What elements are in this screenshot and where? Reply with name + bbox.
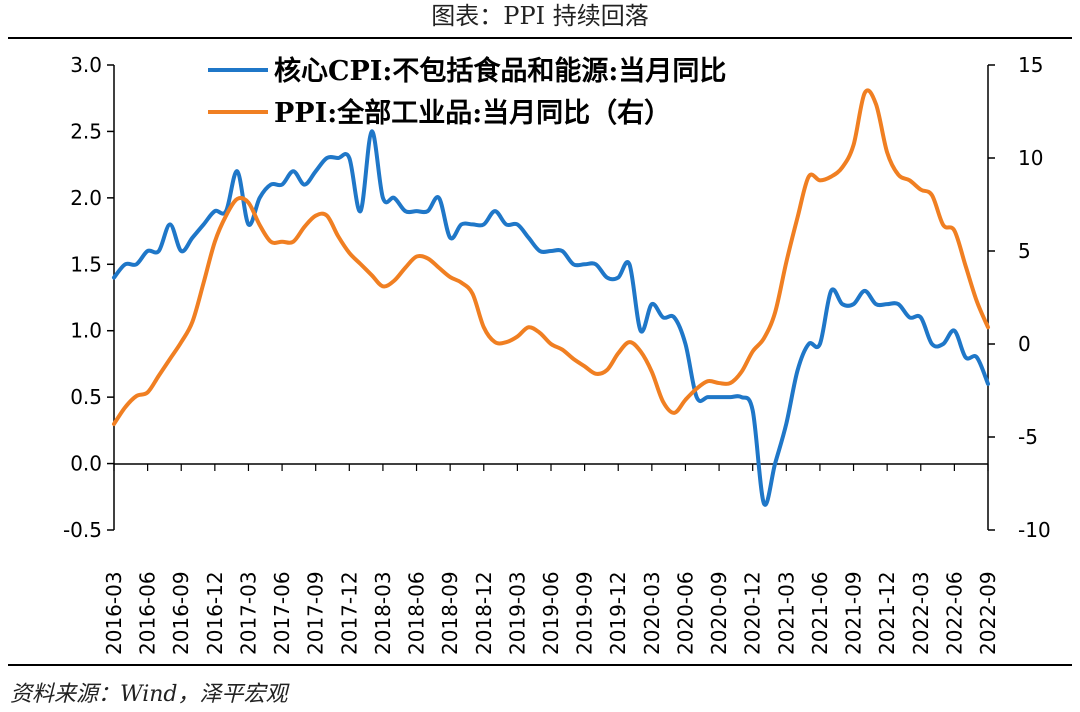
x-axis-tick-label: 2022-03 (909, 571, 933, 655)
x-axis-tick-label: 2018-06 (405, 571, 429, 655)
x-axis-tick-label: 2017-12 (337, 571, 361, 655)
x-axis-tick-label: 2017-03 (236, 571, 260, 655)
x-axis-tick-label: 2021-03 (774, 571, 798, 655)
right-axis-tick-label: -5 (1018, 425, 1038, 449)
source-note: 资料来源：Wind，泽平宏观 (10, 682, 288, 707)
series-line-core-cpi (112, 129, 990, 507)
left-axis-tick-label: -0.5 (63, 518, 102, 542)
bottom-rule (8, 664, 1072, 666)
top-rule (8, 37, 1072, 39)
x-axis-tick-label: 2022-06 (942, 571, 966, 655)
x-axis-tick-label: 2018-09 (438, 571, 462, 655)
right-axis-tick-label: 5 (1018, 239, 1031, 263)
x-axis-tick-label: 2020-03 (640, 571, 664, 655)
x-axis-tick-label: 2016-03 (102, 571, 126, 655)
x-axis-tick-label: 2022-09 (976, 571, 1000, 655)
x-axis-tick-label: 2019-09 (573, 571, 597, 655)
x-axis-tick-label: 2016-12 (203, 571, 227, 655)
series-line-ppi (112, 88, 990, 426)
left-axis-tick-label: 3.0 (70, 53, 102, 77)
legend-label: PPI:全部工业品:当月同比（右） (274, 97, 671, 129)
right-axis-tick-label: 15 (1018, 53, 1043, 77)
left-axis-tick-label: 1.0 (70, 319, 102, 343)
right-axis-tick-label: 0 (1018, 332, 1031, 356)
right-axis-tick-label: -10 (1018, 518, 1051, 542)
x-axis-tick-label: 2021-09 (842, 571, 866, 655)
left-axis-tick-label: 2.5 (70, 119, 102, 143)
chart-title: 图表：PPI 持续回落 (431, 2, 649, 30)
x-axis-tick-label: 2019-03 (505, 571, 529, 655)
left-axis-tick-label: 1.5 (70, 252, 102, 276)
x-axis-tick-label: 2020-06 (673, 571, 697, 655)
left-axis-tick-label: 2.0 (70, 186, 102, 210)
right-axis-tick-label: 10 (1018, 146, 1043, 170)
left-axis-tick-label: 0.0 (70, 452, 102, 476)
x-axis-tick-label: 2016-06 (136, 571, 160, 655)
left-axis-tick-label: 0.5 (70, 385, 102, 409)
x-axis-tick-label: 2020-12 (741, 571, 765, 655)
x-axis-tick-label: 2020-09 (707, 571, 731, 655)
axes: 3.0 2.5 2.0 1.5 1.0 0.5 0.0 -0.5 15 10 5 0 -5 -10 2016… (63, 53, 1051, 655)
x-axis-tick-label: 2019-06 (539, 571, 563, 655)
x-axis-tick-label: 2017-06 (270, 571, 294, 655)
x-axis-tick-label: 2019-12 (606, 571, 630, 655)
x-axis-tick-label: 2017-09 (304, 571, 328, 655)
x-axis-tick-label: 2021-12 (875, 571, 899, 655)
x-axis-tick-label: 2018-03 (371, 571, 395, 655)
x-axis-tick-label: 2021-06 (808, 571, 832, 655)
legend-label: 核心CPI:不包括食品和能源:当月同比 (274, 55, 726, 87)
x-axis-tick-label: 2018-12 (472, 571, 496, 655)
series-layer (112, 88, 990, 507)
x-axis-tick-label: 2016-09 (169, 571, 193, 655)
legend: 核心CPI:不包括食品和能源:当月同比 PPI:全部工业品:当月同比（右） (208, 55, 726, 129)
